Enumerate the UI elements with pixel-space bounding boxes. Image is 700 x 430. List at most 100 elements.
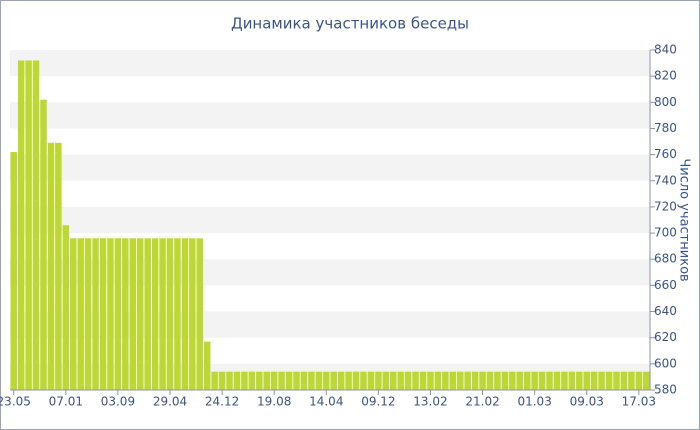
- x-tick-label: 09.03: [570, 395, 604, 409]
- bar: [92, 238, 99, 390]
- bar: [10, 152, 17, 390]
- bar: [523, 371, 531, 390]
- bar: [471, 371, 479, 390]
- y-tick-label: 760: [654, 147, 677, 161]
- bar: [233, 371, 241, 390]
- bar: [166, 238, 174, 390]
- bar: [278, 371, 285, 390]
- bar: [464, 371, 471, 390]
- x-tick-label: 03.09: [101, 395, 135, 409]
- y-tick-label: 840: [654, 43, 677, 57]
- y-tick-label: 700: [654, 226, 677, 240]
- bar: [189, 238, 196, 390]
- y-tick-label: 800: [654, 95, 677, 109]
- bar: [181, 238, 189, 390]
- bar: [270, 371, 278, 390]
- bar: [382, 371, 390, 390]
- x-tick-label: 24.12: [205, 395, 239, 409]
- bar: [531, 371, 538, 390]
- bar: [211, 371, 218, 390]
- grid-band: [10, 102, 650, 129]
- bar: [538, 371, 546, 390]
- bar: [47, 142, 55, 390]
- y-tick-label: 780: [654, 121, 677, 135]
- bar: [40, 99, 47, 390]
- y-tick-label: 680: [654, 252, 677, 266]
- bar: [390, 371, 397, 390]
- bar: [561, 371, 568, 390]
- x-tick-label: 09.12: [361, 395, 395, 409]
- y-tick-label: 600: [654, 356, 677, 370]
- bar: [32, 60, 40, 390]
- bar: [241, 371, 248, 390]
- bar: [256, 371, 263, 390]
- bar: [568, 371, 576, 390]
- bar: [449, 371, 457, 390]
- bar: [427, 371, 434, 390]
- bar: [337, 371, 345, 390]
- bar: [605, 371, 613, 390]
- bar: [516, 371, 523, 390]
- bar: [613, 371, 620, 390]
- bar: [129, 238, 137, 390]
- bar: [196, 238, 203, 390]
- bar: [576, 371, 583, 390]
- bar: [620, 371, 628, 390]
- x-tick-label: 23.05: [0, 395, 31, 409]
- bar: [84, 238, 92, 390]
- bar: [151, 238, 159, 390]
- y-axis-title: Число участников: [677, 158, 692, 281]
- x-tick-label: 14.04: [309, 395, 343, 409]
- bar: [285, 371, 293, 390]
- y-tick-label: 660: [654, 278, 677, 292]
- bar: [315, 371, 323, 390]
- grid-band: [10, 206, 650, 234]
- x-tick-label: 29.04: [153, 395, 187, 409]
- y-tick-label: 580: [654, 383, 677, 397]
- chart-title: Динамика участников беседы: [231, 15, 469, 33]
- bar: [486, 371, 494, 390]
- bar: [598, 371, 605, 390]
- y-tick-label: 720: [654, 199, 677, 213]
- bar: [174, 238, 181, 390]
- bar: [77, 238, 84, 390]
- x-tick-label: 13.02: [413, 395, 447, 409]
- y-tick-label: 820: [654, 69, 677, 83]
- bar: [70, 238, 77, 390]
- bar: [494, 371, 501, 390]
- bar: [17, 60, 25, 390]
- y-tick-label: 620: [654, 330, 677, 344]
- bar: [114, 238, 122, 390]
- bar: [457, 371, 464, 390]
- x-tick-label: 19.08: [257, 395, 291, 409]
- bar: [635, 371, 643, 390]
- bar: [643, 371, 650, 390]
- bar: [144, 238, 151, 390]
- bar: [553, 371, 561, 390]
- bar: [122, 238, 129, 390]
- bar: [345, 371, 352, 390]
- bar: [583, 371, 590, 390]
- bar: [330, 371, 337, 390]
- bar: [360, 371, 367, 390]
- bar: [99, 238, 107, 390]
- bar: [352, 371, 360, 390]
- grid-band: [10, 154, 650, 181]
- x-tick-label: 07.01: [49, 395, 83, 409]
- bar: [442, 371, 449, 390]
- bar: [546, 371, 553, 390]
- bar: [397, 371, 404, 390]
- bar: [419, 371, 427, 390]
- bar: [501, 371, 509, 390]
- bar: [628, 371, 635, 390]
- y-tick-label: 740: [654, 173, 677, 187]
- bar: [404, 371, 412, 390]
- bar: [137, 238, 144, 390]
- grid-band: [10, 50, 650, 77]
- bar: [159, 238, 166, 390]
- bar: [509, 371, 516, 390]
- bar: [55, 142, 62, 390]
- bar: [323, 371, 330, 390]
- bar: [107, 238, 114, 390]
